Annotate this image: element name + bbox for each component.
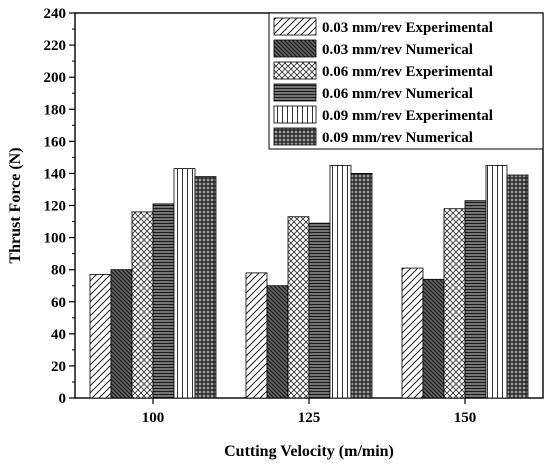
legend-label: 0.03 mm/rev Numerical xyxy=(322,42,473,58)
y-tick-label: 120 xyxy=(44,199,67,215)
bar xyxy=(422,278,445,399)
bar xyxy=(350,173,373,399)
bar xyxy=(266,285,289,399)
y-axis-title: Thrust Force (N) xyxy=(7,147,24,263)
legend-swatch xyxy=(273,61,317,80)
x-tick-label: 125 xyxy=(298,410,321,426)
y-tick-label: 80 xyxy=(51,263,66,279)
y-tick-label: 200 xyxy=(44,70,67,86)
x-axis: 100 125 150 xyxy=(142,398,477,426)
bar xyxy=(89,274,112,399)
bar xyxy=(443,208,466,399)
y-tick-label: 140 xyxy=(44,166,67,182)
bar xyxy=(110,269,133,399)
y-tick-label: 240 xyxy=(44,6,67,22)
bar xyxy=(329,164,352,399)
y-tick-label: 20 xyxy=(51,359,66,375)
y-tick-label: 40 xyxy=(51,327,66,343)
legend-swatch xyxy=(273,127,317,146)
bar xyxy=(506,174,529,399)
legend-label: 0.06 mm/rev Experimental xyxy=(322,64,493,80)
bar xyxy=(401,267,424,399)
legend-swatch xyxy=(273,105,317,124)
legend-label: 0.06 mm/rev Numerical xyxy=(322,86,473,102)
y-tick-label: 180 xyxy=(44,102,67,118)
y-tick-label: 100 xyxy=(44,231,67,247)
y-axis: 0 20 40 60 80 100 120 140 160 180 200 220 240 xyxy=(44,6,75,407)
legend-label: 0.03 mm/rev Experimental xyxy=(322,20,493,36)
legend-label: 0.09 mm/rev Numerical xyxy=(322,130,473,146)
bar xyxy=(308,222,331,399)
bar xyxy=(485,164,508,399)
x-tick-label: 100 xyxy=(142,410,165,426)
legend: 0.03 mm/rev Experimental 0.03 mm/rev Nume… xyxy=(268,12,544,150)
x-tick-label: 150 xyxy=(454,410,477,426)
y-tick-label: 220 xyxy=(44,38,67,54)
bar xyxy=(194,176,217,399)
legend-swatch xyxy=(273,83,317,102)
legend-box xyxy=(268,12,544,150)
legend-label: 0.09 mm/rev Experimental xyxy=(322,108,493,124)
y-tick-label: 160 xyxy=(44,134,67,150)
bar xyxy=(464,200,487,399)
bar xyxy=(152,203,175,399)
bars xyxy=(89,164,529,399)
legend-swatch xyxy=(273,39,317,58)
y-tick-label: 0 xyxy=(59,391,67,407)
bar xyxy=(287,216,310,399)
y-tick-label: 60 xyxy=(51,295,66,311)
legend-swatch xyxy=(273,17,317,36)
bar xyxy=(131,211,154,399)
x-axis-title: Cutting Velocity (m/min) xyxy=(224,443,394,460)
bar xyxy=(245,272,268,399)
bar xyxy=(173,168,196,399)
